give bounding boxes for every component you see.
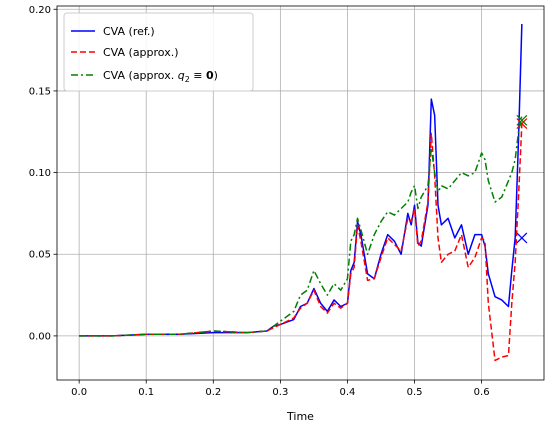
x-tick-label: 0.4 [340,387,356,398]
series-line-cva-approx-q2 [79,115,523,337]
x-tick-label: 0.6 [474,387,490,398]
y-tick-label: 0.15 [29,86,51,97]
x-tick-label: 0.1 [138,387,154,398]
x-tick-label: 0.5 [407,387,423,398]
ticks: 0.0 0.1 0.2 0.3 0.4 0.5 0.6 0.00 0.05 0.10 0.15 0.2… [29,5,490,398]
legend-box [63,12,254,92]
y-tick-label: 0.20 [29,5,51,16]
end-marker-cva-approx [516,118,528,130]
x-axis-label: Time [286,410,314,423]
x-tick-label: 0.3 [272,387,288,398]
x-tick-label: 0.0 [71,387,87,398]
y-tick-label: 0.05 [29,250,51,261]
plot-frame [56,5,545,381]
legend-label-approx-q2: CVA (approx. q2 ≡ 0) [103,69,218,84]
x-tick-label: 0.2 [205,387,221,398]
legend: CVA (ref.) CVA (approx.) CVA (approx. q2… [63,12,254,92]
end-marker-cva-ref [516,232,528,244]
y-tick-label: 0.00 [29,331,51,342]
legend-label-approx: CVA (approx.) [103,46,179,59]
legend-label-ref: CVA (ref.) [103,25,155,38]
series-line-cva-approx [79,123,523,362]
series-layer [79,23,528,362]
end-marker-cva-approx-q2 [516,114,528,126]
y-tick-label: 0.10 [29,168,51,179]
